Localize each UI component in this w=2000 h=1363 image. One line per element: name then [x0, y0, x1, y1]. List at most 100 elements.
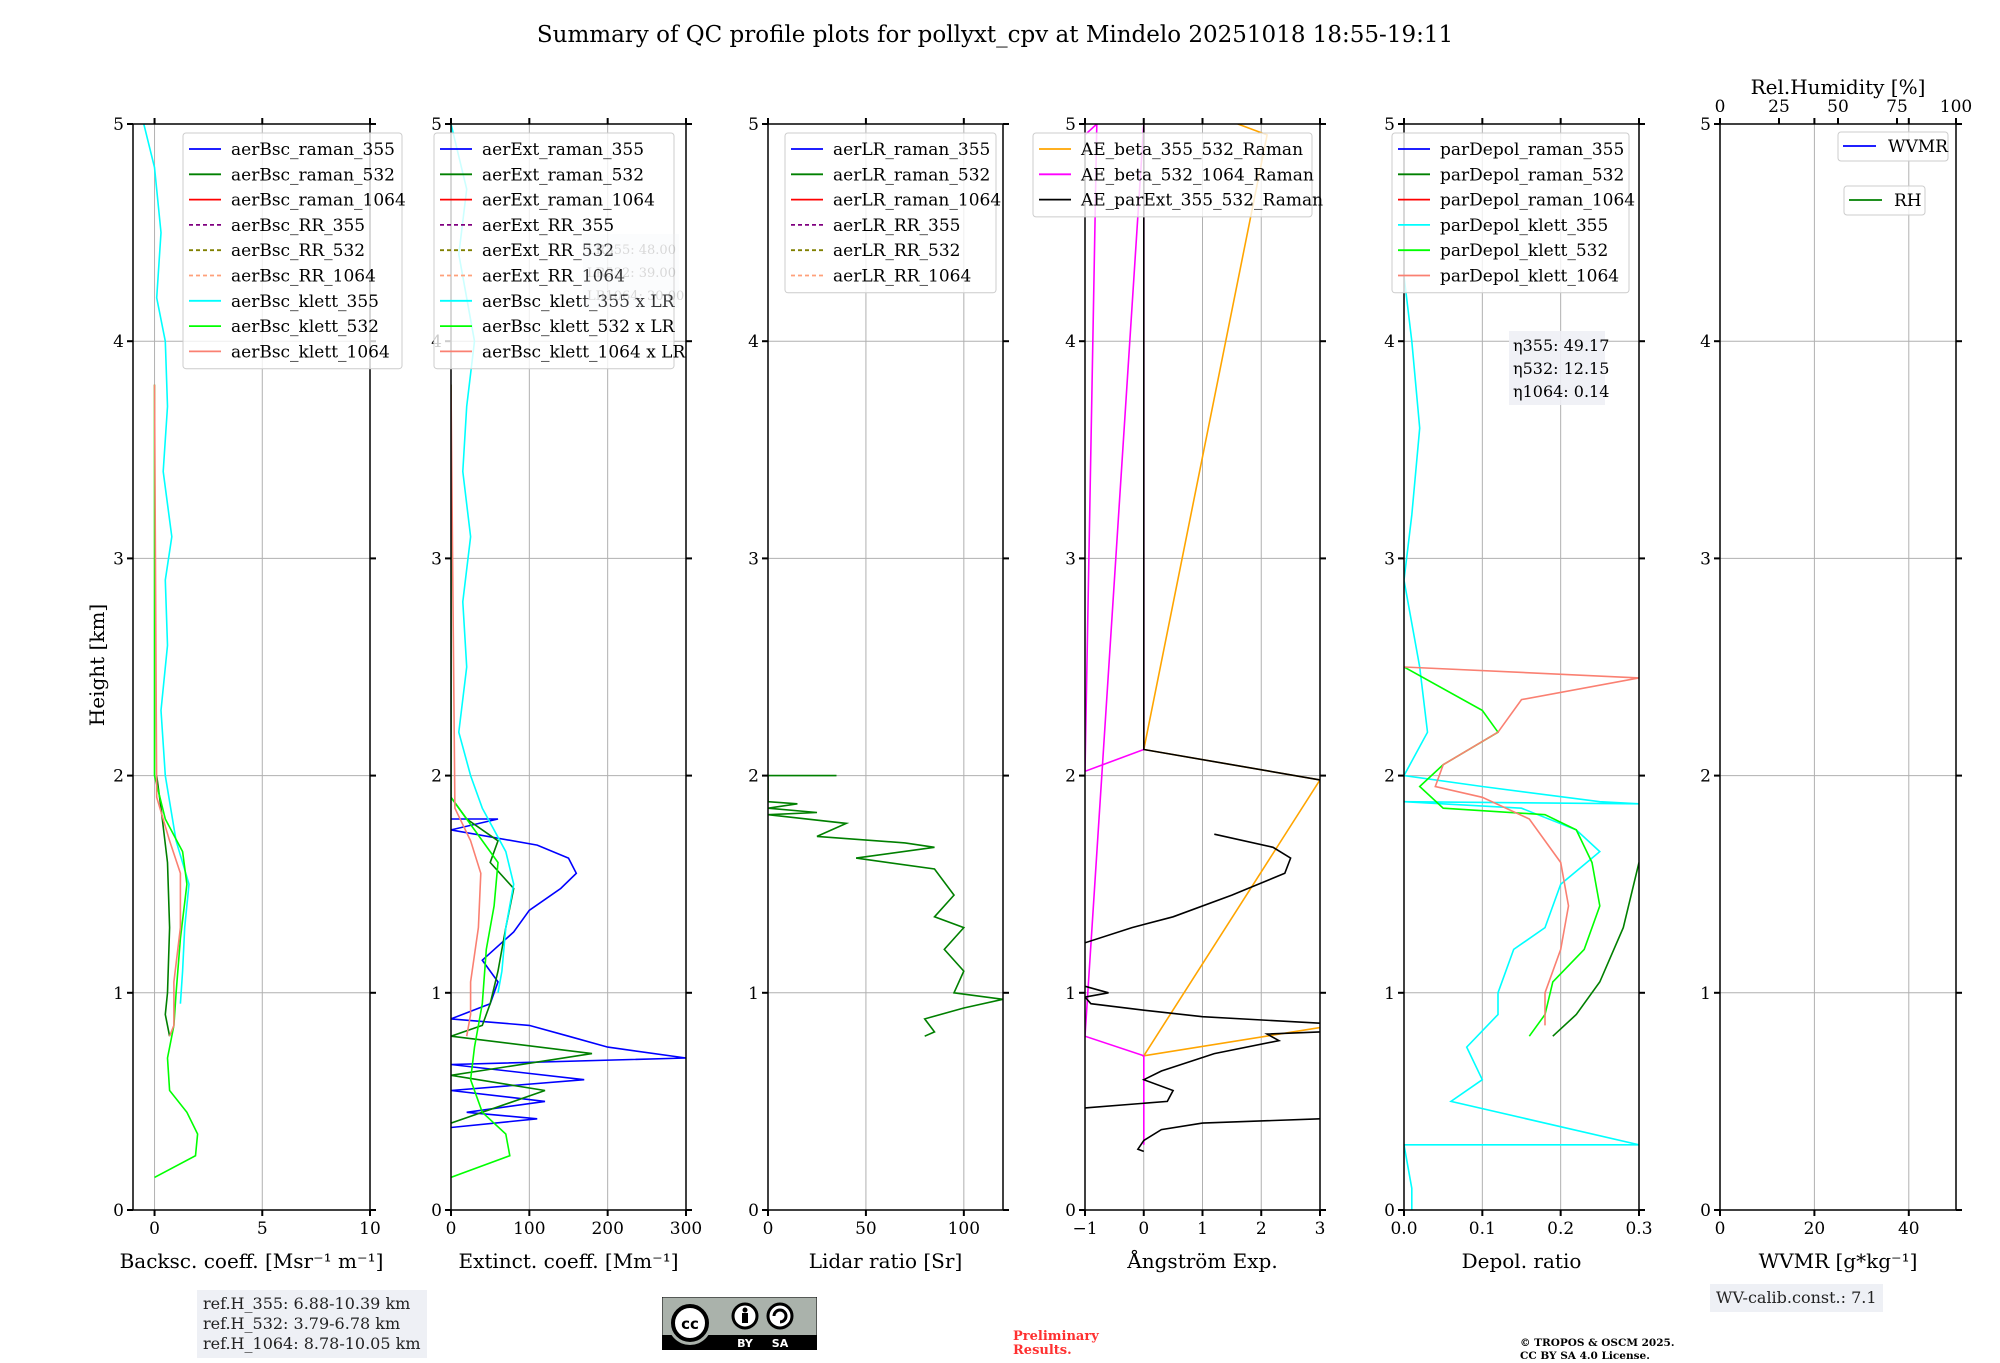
series-line-parDepol_klett_355	[1404, 275, 1639, 1210]
sa-share-icon	[766, 1302, 794, 1330]
series-line-aerLR_raman_532	[768, 774, 1003, 1037]
copyright-line-2: CC BY SA 4.0 License.	[1520, 1350, 1650, 1362]
x-tick-label: 3	[1315, 1219, 1326, 1239]
legend-label: parDepol_raman_1064	[1440, 191, 1635, 211]
annotation-line: LR532: 39.00	[587, 266, 676, 281]
axes-frame	[1719, 123, 1957, 1211]
legend-label: aerBsc_raman_1064	[231, 191, 406, 211]
series-line-aerBsc_klett_1064 x LR	[451, 384, 482, 1037]
series-line-parDepol_klett_1064	[1404, 666, 1639, 1026]
annotation-box	[583, 234, 679, 308]
x-tick-label: 40	[1898, 1219, 1920, 1239]
x-tick-label: 1	[1197, 1219, 1208, 1239]
x-tick-label: 0	[1138, 1219, 1149, 1239]
y-tick-label: 3	[1384, 549, 1395, 569]
rh-tick-label: 100	[1940, 97, 1972, 117]
legend-frame	[1837, 131, 1949, 162]
y-tick-label: 1	[1065, 984, 1076, 1004]
x-tick-label: 2	[1256, 1219, 1267, 1239]
y-tick-label: 4	[1384, 332, 1395, 352]
series-line-aerBsc_raman_532	[155, 775, 171, 1037]
svg-text:SA: SA	[772, 1337, 789, 1350]
axes-frame	[132, 123, 371, 1211]
legend-label: AE_beta_532_1064_Raman	[1080, 165, 1314, 185]
y-tick-label: 2	[1700, 767, 1711, 787]
y-tick-label: 1	[1384, 984, 1395, 1004]
y-tick-label: 4	[748, 332, 759, 352]
x-tick-label: 100	[948, 1219, 980, 1239]
y-tick-label: 5	[431, 115, 442, 135]
legend-label: AE_beta_355_532_Raman	[1080, 140, 1303, 160]
rh-tick-label: 0	[1715, 97, 1726, 117]
y-tick-label: 2	[1065, 767, 1076, 787]
y-tick-label: 1	[113, 984, 124, 1004]
legend-label: aerExt_RR_1064	[482, 267, 625, 287]
axes-frame	[1403, 123, 1640, 1211]
x-tick-label: 0	[763, 1219, 774, 1239]
series-line-AE_parExt_355_532_Raman-segment	[1085, 985, 1320, 1024]
preliminary-note: Preliminary Results.	[1013, 1330, 1099, 1358]
legend-label: parDepol_raman_532	[1440, 165, 1624, 185]
legend-label: aerBsc_raman_532	[231, 165, 395, 185]
legend-label: aerBsc_klett_532 x LR	[482, 317, 676, 337]
x-axis-label: Backsc. coeff. [Msr⁻¹ m⁻¹]	[120, 1249, 384, 1273]
annotation-line: LR1064: 30.00	[587, 289, 684, 304]
annotation-box	[1509, 331, 1605, 405]
legend-label: aerExt_raman_532	[482, 165, 644, 185]
legend-label: parDepol_klett_532	[1440, 241, 1608, 261]
x-axis-label: Ångström Exp.	[1126, 1248, 1277, 1273]
legend-ae: AE_beta_355_532_Raman AE_beta_532_1064_Ra…	[1032, 132, 1323, 218]
legend-frame	[1391, 132, 1630, 294]
x-tick-label: 200	[591, 1219, 623, 1239]
legend-label: aerExt_raman_355	[482, 140, 644, 160]
panel-wv: 0 20 40 0 1 2 3 4 5 WVMR [g*kg⁻¹] 0 25 50 75 100 Rel.Hu…	[1700, 75, 1972, 1273]
legend-label: aerBsc_klett_355 x LR	[482, 292, 676, 312]
x-axis-label: Lidar ratio [Sr]	[809, 1249, 963, 1273]
y-tick-label: 4	[1700, 332, 1711, 352]
y-tick-label: 3	[113, 549, 124, 569]
ref-height-532: ref.H_532: 3.79-6.78 km	[203, 1314, 401, 1333]
legend-label: parDepol_raman_355	[1440, 140, 1624, 160]
x-tick-label: 0.3	[1625, 1219, 1652, 1239]
annotation-depol: η355: 49.17 η532: 12.15 η1064: 0.14	[1509, 331, 1609, 405]
x-tick-label: 20	[1804, 1219, 1826, 1239]
y-tick-label: 4	[1065, 332, 1076, 352]
series-line-AE_beta_355_532_Raman	[1142, 124, 1320, 1057]
annotation-line: η355: 49.17	[1513, 336, 1609, 355]
axes-frame	[450, 123, 687, 1211]
figure-title: Summary of QC profile plots for pollyxt_…	[536, 22, 1454, 48]
series-line-aerBsc_klett_532	[153, 384, 199, 1179]
x-tick-label: 0	[446, 1219, 457, 1239]
legend-ext: aerExt_raman_355 aerExt_raman_532 aerExt_r…	[433, 132, 686, 370]
y-tick-label: 0	[431, 1201, 442, 1221]
y-tick-label: 3	[748, 549, 759, 569]
cc-icon	[671, 1304, 709, 1342]
preliminary-line-1: Preliminary	[1013, 1329, 1099, 1344]
panel-bsc: 0 5 10 0 1 2 3 4 5 Backsc. coeff. [Msr⁻¹ m⁻¹] aerB…	[113, 115, 406, 1273]
legend-bsc: aerBsc_raman_355 aerBsc_raman_532 aerBsc_r…	[182, 132, 406, 370]
y-tick-label: 3	[1700, 549, 1711, 569]
series-line-aerBsc_klett_355	[143, 124, 190, 1004]
x-tick-label: 10	[359, 1219, 381, 1239]
y-tick-label: 2	[748, 767, 759, 787]
legend-label: aerLR_RR_355	[833, 216, 960, 236]
legend-label: aerBsc_klett_355	[231, 292, 379, 312]
x-tick-label: 0.1	[1469, 1219, 1496, 1239]
annotation-ext: LR355: 48.00 LR532: 39.00 LR1064: 30.00	[583, 234, 684, 308]
legend-frame	[1032, 132, 1313, 218]
legend-label: parDepol_klett_355	[1440, 216, 1608, 236]
legend-label: aerLR_raman_355	[833, 140, 990, 160]
legend-label: aerBsc_klett_1064 x LR	[482, 342, 686, 362]
ref-height-355: ref.H_355: 6.88-10.39 km	[203, 1294, 411, 1313]
x-axis-label: Depol. ratio	[1462, 1249, 1582, 1273]
x-tick-label: −1	[1072, 1219, 1097, 1239]
y-tick-label: 5	[113, 115, 124, 135]
legend-label: RH	[1894, 191, 1922, 211]
series-line-aerBsc_klett_532 x LR	[451, 384, 511, 1179]
y-tick-label: 1	[748, 984, 759, 1004]
series-line-AE_parExt_355_532_Raman-segment	[1136, 1118, 1320, 1153]
y-tick-label: 1	[431, 984, 442, 1004]
legend-label: aerLR_raman_532	[833, 165, 990, 185]
legend-frame	[784, 132, 997, 294]
